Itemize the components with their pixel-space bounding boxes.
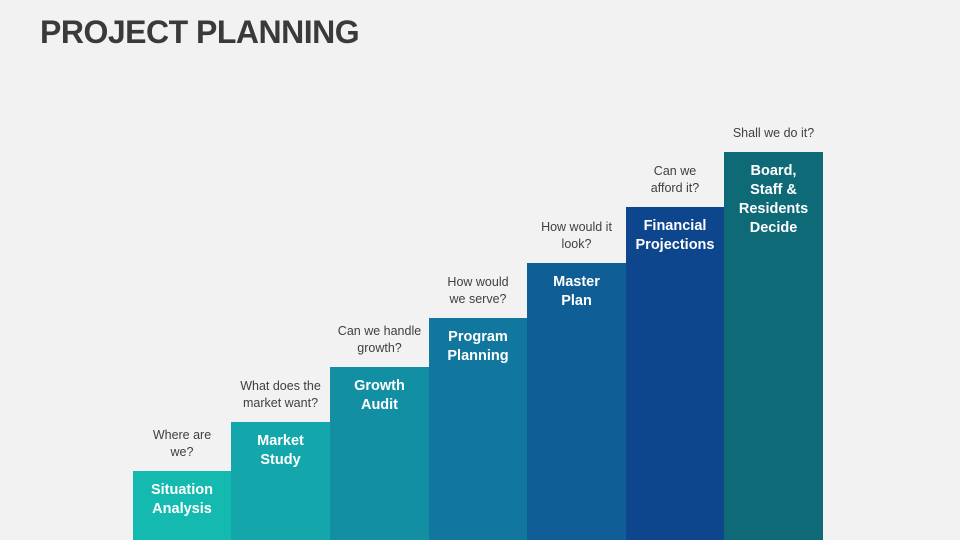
- step-question: Can we afford it?: [650, 164, 700, 195]
- step-question: Shall we do it?: [732, 126, 815, 140]
- step-1: Situation Analysis: [133, 471, 231, 540]
- step-2: Market Study: [231, 422, 330, 540]
- step-label: Master Plan: [553, 274, 600, 309]
- step-label: Market Study: [257, 433, 304, 468]
- step-7: Board, Staff & Residents Decide: [724, 152, 823, 540]
- step-label: Financial Projections: [635, 218, 715, 253]
- step-question: What does the market want?: [240, 379, 321, 410]
- step-question: How would we serve?: [447, 275, 509, 306]
- step-6: Financial Projections: [626, 207, 724, 540]
- step-question: Can we handle growth?: [337, 324, 422, 355]
- step-4: Program Planning: [429, 318, 527, 540]
- step-label: Situation Analysis: [150, 482, 214, 517]
- step-question: Where are we?: [152, 428, 212, 459]
- page-title: PROJECT PLANNING: [40, 14, 360, 50]
- step-3: Growth Audit: [330, 367, 429, 540]
- step-label: Growth Audit: [354, 378, 405, 413]
- step-label: Program Planning: [447, 329, 509, 364]
- step-label: Board, Staff & Residents Decide: [738, 163, 809, 236]
- step-5: Master Plan: [527, 263, 626, 540]
- step-question: How would it look?: [541, 220, 612, 251]
